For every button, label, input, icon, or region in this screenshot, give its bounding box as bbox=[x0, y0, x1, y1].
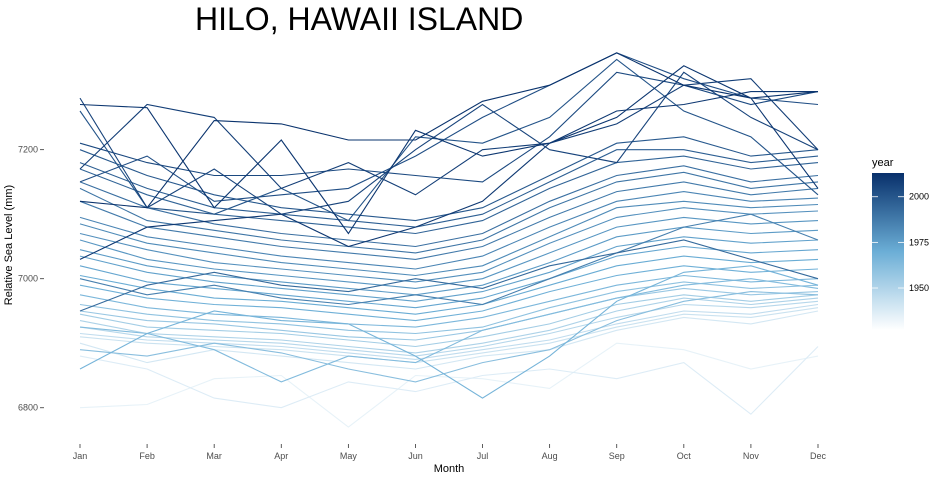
series-line-2004 bbox=[79, 71, 819, 183]
x-tick-label: Mar bbox=[206, 451, 222, 461]
series-line-1972 bbox=[79, 236, 819, 302]
series-line-2000 bbox=[79, 58, 819, 222]
series-line-2006 bbox=[79, 71, 819, 215]
y-tick-label: 7200 bbox=[18, 145, 38, 155]
series-line-2002 bbox=[79, 52, 819, 202]
plot-series-group bbox=[79, 52, 819, 428]
x-axis: Jan Feb Mar Apr May Jun Jul Aug Sep Oct Nov Dec bbox=[73, 444, 827, 461]
series-line-1944 bbox=[79, 300, 819, 357]
x-tick-label: Jul bbox=[477, 451, 489, 461]
x-tick-label: Feb bbox=[139, 451, 155, 461]
series-line-1996 bbox=[79, 149, 819, 228]
x-tick-label: Aug bbox=[542, 451, 558, 461]
series-line-1932 bbox=[79, 346, 819, 415]
series-line-1986 bbox=[79, 181, 819, 260]
legend: year 1950 1975 2000 bbox=[872, 157, 929, 330]
series-line-1958 bbox=[79, 291, 819, 383]
series-line-2012 bbox=[79, 52, 819, 209]
series-line-2008 bbox=[79, 78, 819, 196]
series-line-1964 bbox=[79, 265, 819, 399]
series-line-1980 bbox=[79, 200, 819, 277]
series-line-2011 bbox=[79, 65, 819, 235]
x-tick-label: Nov bbox=[743, 451, 760, 461]
legend-tick-label: 1975 bbox=[909, 237, 929, 247]
y-axis: 6800 7000 7200 bbox=[18, 145, 44, 413]
series-line-1962 bbox=[79, 274, 819, 328]
y-tick-label: 7000 bbox=[18, 274, 38, 284]
series-line-1992 bbox=[79, 239, 819, 312]
series-line-1950 bbox=[79, 294, 819, 348]
x-tick-label: Dec bbox=[810, 451, 827, 461]
series-line-1984 bbox=[79, 213, 819, 306]
series-line-1966 bbox=[79, 265, 819, 322]
series-line-1978 bbox=[79, 207, 819, 283]
x-tick-label: Jun bbox=[408, 451, 423, 461]
x-tick-label: Sep bbox=[609, 451, 625, 461]
legend-title: year bbox=[872, 157, 894, 169]
series-line-1960 bbox=[79, 278, 819, 383]
legend-ticks: 1950 1975 2000 bbox=[872, 192, 929, 293]
series-line-1953 bbox=[79, 287, 819, 341]
series-line-1947 bbox=[79, 297, 819, 354]
series-line-1994 bbox=[79, 155, 819, 235]
series-line-1988 bbox=[79, 171, 819, 254]
x-tick-label: Oct bbox=[677, 451, 692, 461]
x-tick-label: May bbox=[340, 451, 358, 461]
y-axis-title: Relative Sea Level (mm) bbox=[3, 185, 15, 305]
legend-tick-label: 2000 bbox=[909, 192, 929, 202]
legend-tick-label: 1950 bbox=[909, 283, 929, 293]
series-line-1938 bbox=[79, 307, 819, 364]
series-line-1968 bbox=[79, 255, 819, 315]
series-line-1935 bbox=[79, 310, 819, 370]
series-line-2010 bbox=[79, 91, 818, 260]
series-line-1956 bbox=[79, 281, 819, 335]
legend-colorbar bbox=[872, 173, 904, 330]
series-line-1974 bbox=[79, 226, 819, 296]
series-line-1941 bbox=[79, 303, 819, 360]
y-tick-label: 6800 bbox=[18, 403, 38, 413]
chart-title: HILO, HAWAII ISLAND bbox=[195, 1, 523, 37]
x-tick-label: Apr bbox=[274, 451, 288, 461]
x-axis-title: Month bbox=[434, 463, 465, 475]
series-line-1929 bbox=[79, 342, 819, 428]
series-line-1982 bbox=[79, 191, 819, 270]
x-tick-label: Jan bbox=[73, 451, 88, 461]
